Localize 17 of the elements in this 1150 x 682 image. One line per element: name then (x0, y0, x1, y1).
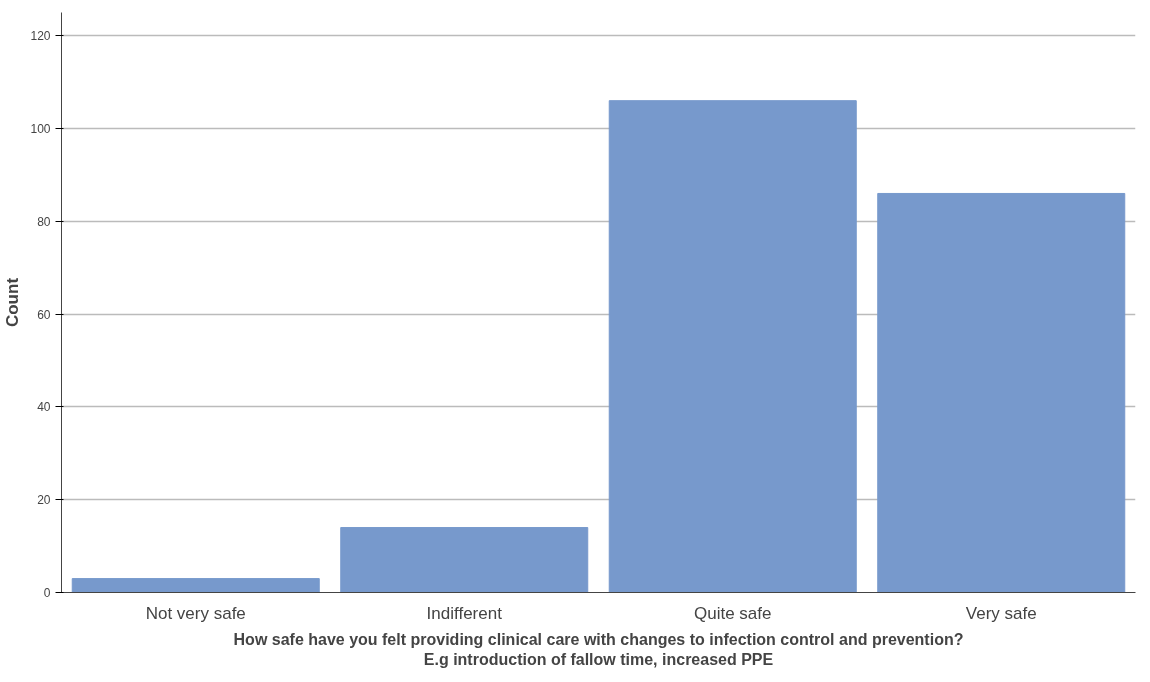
x-tick-label: Indifferent (426, 603, 503, 623)
bar (71, 578, 320, 593)
y-tick-label: 100 (30, 122, 51, 136)
x-axis-title: How safe have you felt providing clinical care with changes to infection control and prevention? E.g introduction of fallow time, increased PPE (233, 630, 964, 668)
x-tick-label: Very safe (965, 603, 1037, 623)
y-tick-label: 40 (37, 400, 51, 415)
y-tick-label: 20 (37, 493, 51, 508)
bar (340, 527, 589, 593)
y-tick-label: 60 (37, 307, 51, 322)
bar (608, 100, 857, 593)
x-tick-label: Quite safe (694, 603, 772, 623)
y-axis-title: Count (3, 277, 23, 328)
bar (877, 192, 1126, 593)
y-tick-label: 80 (37, 214, 51, 229)
y-tick-label: 0 (43, 586, 51, 600)
y-tick-label: 120 (30, 29, 51, 44)
x-tick-label: Not very safe (145, 603, 246, 623)
